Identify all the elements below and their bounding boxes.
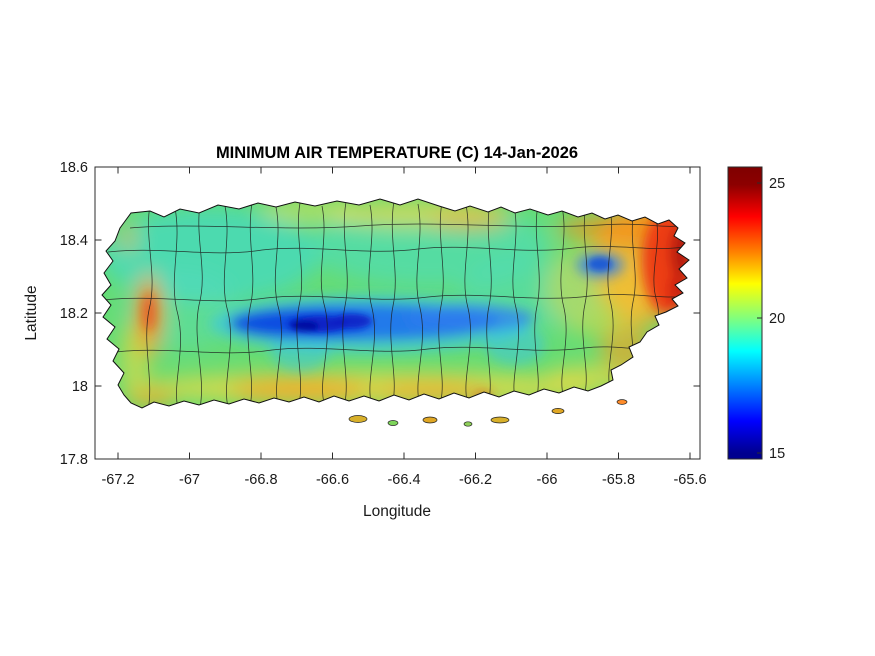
y-tick-label: 18.2 bbox=[60, 306, 88, 322]
colorbar-tick-label: 20 bbox=[769, 311, 785, 327]
x-tick-label: -66.2 bbox=[459, 472, 492, 488]
x-tick-label: -67 bbox=[179, 472, 200, 488]
colorbar: 25 20 15 bbox=[727, 166, 785, 462]
x-tick-label: -66.8 bbox=[244, 472, 277, 488]
x-tick-label: -66 bbox=[537, 472, 558, 488]
municipality-boundaries bbox=[103, 200, 689, 408]
y-axis-label: Latitude bbox=[23, 285, 40, 340]
colorbar-tick-label: 15 bbox=[769, 446, 785, 462]
y-tick-label: 18.4 bbox=[60, 233, 88, 249]
x-tick-label: -65.6 bbox=[673, 472, 706, 488]
chart-title: MINIMUM AIR TEMPERATURE (C) 14-Jan-2026 bbox=[216, 144, 578, 162]
offshore-cays bbox=[348, 399, 628, 427]
y-tick-label: 18.6 bbox=[60, 160, 88, 176]
temperature-heatmap bbox=[102, 199, 689, 408]
x-axis-label: Longitude bbox=[363, 503, 431, 520]
y-tick-label: 18 bbox=[72, 379, 88, 395]
axes-tick-marks bbox=[95, 166, 700, 460]
x-tick-label: -66.4 bbox=[387, 472, 420, 488]
x-tick-label: -65.8 bbox=[602, 472, 635, 488]
y-tick-label: 17.8 bbox=[60, 452, 88, 468]
colorbar-tick-label: 25 bbox=[769, 176, 785, 192]
coastline-outline bbox=[101, 198, 690, 409]
x-tick-label: -66.6 bbox=[316, 472, 349, 488]
x-tick-label: -67.2 bbox=[101, 472, 134, 488]
colorbar-tick-marks bbox=[757, 182, 762, 454]
